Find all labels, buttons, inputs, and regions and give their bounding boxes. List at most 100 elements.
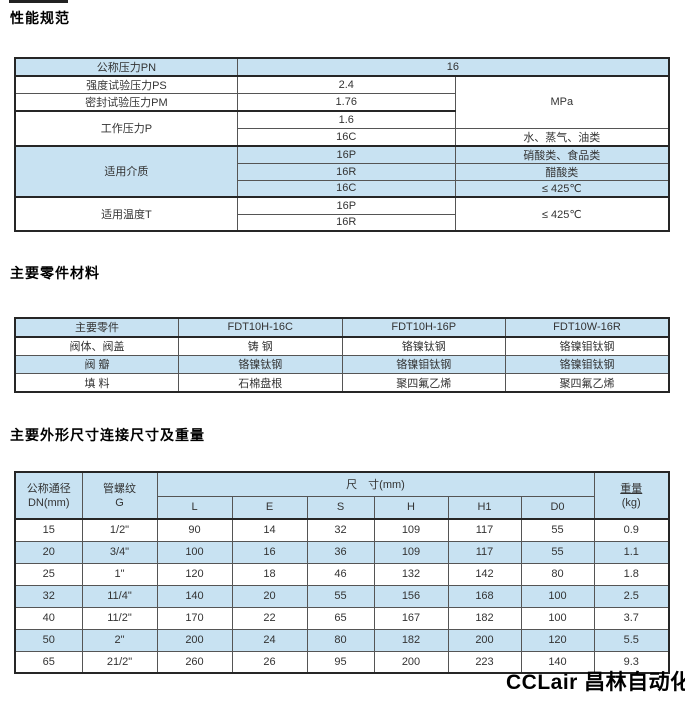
table-cell: 9.3: [593, 650, 670, 674]
table-cell: 2.5: [593, 584, 670, 608]
table-cell: 1.8: [593, 562, 670, 586]
table-cell: 120: [156, 562, 233, 586]
table-cell: 32: [306, 518, 375, 542]
header-line: (kg): [621, 496, 641, 509]
column-header-cell: FDT10H-16C: [178, 317, 343, 337]
header-line: 管螺纹: [103, 482, 136, 495]
section-title-dimensions: 主要外形尺寸连接尺寸及重量: [10, 427, 205, 443]
table-cell: 1.1: [593, 540, 670, 564]
table-cell: 65: [306, 606, 375, 630]
table-cell: 142: [447, 562, 522, 586]
table-cell: 3/4": [81, 540, 158, 564]
material-cell: 铬镍钼钛钢: [505, 335, 670, 356]
table-cell: 2": [81, 628, 158, 652]
value-cell: 1.76: [236, 93, 456, 112]
table-cell: 3.7: [593, 606, 670, 630]
value-cell: 水、蒸气、油类: [454, 127, 670, 146]
model-code-cell: 16P: [236, 144, 456, 164]
table-cell: 120: [520, 628, 595, 652]
material-cell: 铬镍钼钛钢: [341, 354, 506, 374]
table-cell: 0.9: [593, 518, 670, 542]
model-code-cell: 16R: [236, 162, 456, 181]
table-cell: 80: [306, 628, 375, 652]
table-cell: 170: [156, 606, 233, 630]
model-code-cell: 16C: [236, 127, 456, 146]
table-cell: 20: [231, 584, 308, 608]
table-cell: 140: [156, 584, 233, 608]
size-group-header-cell: 尺 寸(mm): [156, 471, 595, 497]
value-cell: ≤ 425℃: [454, 196, 670, 232]
table-cell: 80: [520, 562, 595, 586]
section-title-performance: 性能规范: [10, 10, 70, 26]
model-code-cell: 16R: [236, 213, 456, 232]
table-cell: 182: [447, 606, 522, 630]
material-cell: 石棉盘根: [178, 373, 343, 393]
material-cell: 铬镍钛钢: [341, 335, 506, 356]
table-cell: 100: [520, 584, 595, 608]
column-header-cell: FDT10H-16P: [341, 317, 506, 337]
model-code-cell: 16P: [236, 196, 456, 215]
column-header-cell: H1: [447, 495, 522, 520]
column-header-cell: 重量 (kg): [593, 471, 670, 520]
table-cell: 40: [14, 606, 83, 630]
header-line: G: [115, 496, 124, 509]
unit-cell: MPa: [454, 75, 670, 129]
table-cell: 1/2": [81, 518, 158, 542]
row-label-cell: 阀体、阀盖: [14, 335, 179, 356]
performance-spec-table: 公称压力PN 16 强度试验压力PS 2.4 MPa 密封试验压力PM 1.76…: [14, 57, 670, 232]
table-cell: 14: [231, 518, 308, 542]
table-cell: 65: [14, 650, 83, 674]
column-header-cell: D0: [520, 495, 595, 520]
column-header-cell: 主要零件: [14, 317, 179, 337]
material-cell: 铸 钢: [178, 335, 343, 356]
value-cell: 16: [236, 57, 670, 77]
value-cell: 醋酸类: [454, 162, 670, 181]
table-cell: 223: [447, 650, 522, 674]
value-cell: 2.4: [236, 75, 456, 94]
column-header-cell: 管螺纹 G: [81, 471, 158, 520]
row-label-cell: 适用温度T: [14, 196, 238, 232]
column-header-cell: FDT10W-16R: [505, 317, 670, 337]
table-cell: 20: [14, 540, 83, 564]
brand-watermark: CCLair 昌林自动化: [506, 671, 685, 694]
material-cell: 聚四氟乙烯: [341, 373, 506, 393]
table-cell: 24: [231, 628, 308, 652]
table-cell: 15: [14, 518, 83, 542]
row-label-cell: 工作压力P: [14, 110, 238, 146]
table-cell: 100: [520, 606, 595, 630]
material-cell: 铬镍钛钢: [178, 354, 343, 374]
table-cell: 26: [231, 650, 308, 674]
column-header-cell: L: [156, 495, 233, 520]
material-cell: 铬镍钼钛钢: [505, 354, 670, 374]
section-title-materials: 主要零件材料: [10, 265, 100, 281]
model-code-cell: 16C: [236, 179, 456, 198]
column-header-cell: S: [306, 495, 375, 520]
value-cell: ≤ 425℃: [454, 179, 670, 198]
row-label-cell: 阀 瓣: [14, 354, 179, 374]
cropped-element-fragment: [9, 0, 68, 3]
column-header-cell: 公称通径 DN(mm): [14, 471, 83, 520]
table-cell: 167: [373, 606, 449, 630]
header-line: 公称通径: [26, 482, 71, 495]
table-cell: 100: [156, 540, 233, 564]
table-cell: 1": [81, 562, 158, 586]
dimensions-table: 公称通径 DN(mm) 管螺纹 G 尺 寸(mm) 重量 (kg) L E S …: [14, 471, 670, 674]
table-cell: 36: [306, 540, 375, 564]
table-cell: 90: [156, 518, 233, 542]
table-cell: 22: [231, 606, 308, 630]
table-cell: 168: [447, 584, 522, 608]
table-cell: 95: [306, 650, 375, 674]
row-label-cell: 强度试验压力PS: [14, 75, 238, 94]
table-cell: 132: [373, 562, 449, 586]
row-label-cell: 适用介质: [14, 144, 238, 198]
table-cell: 109: [373, 518, 449, 542]
table-cell: 200: [373, 650, 449, 674]
table-cell: 117: [447, 518, 522, 542]
table-cell: 55: [520, 518, 595, 542]
header-line: 重量: [620, 482, 643, 495]
row-label-cell: 公称压力PN: [14, 57, 238, 77]
value-cell: 1.6: [236, 110, 456, 129]
table-cell: 55: [306, 584, 375, 608]
table-cell: 109: [373, 540, 449, 564]
table-cell: 5.5: [593, 628, 670, 652]
